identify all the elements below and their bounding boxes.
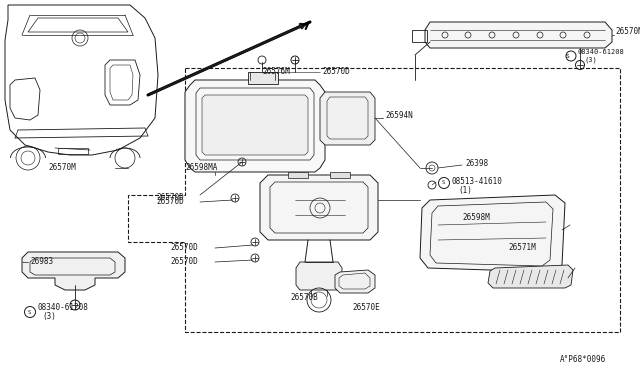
Text: 26576M: 26576M <box>262 67 290 77</box>
Text: 26571M: 26571M <box>508 244 536 253</box>
Text: 26598M: 26598M <box>462 214 490 222</box>
Text: S: S <box>566 54 570 58</box>
Bar <box>58 148 88 154</box>
Text: 26570MA: 26570MA <box>615 26 640 35</box>
Bar <box>412 30 427 42</box>
Text: 26570E: 26570E <box>352 304 380 312</box>
Polygon shape <box>425 22 612 48</box>
Text: (3): (3) <box>42 312 56 321</box>
Text: (3): (3) <box>584 57 596 63</box>
Text: 26570D: 26570D <box>322 67 349 77</box>
Polygon shape <box>335 270 375 293</box>
Text: 26570D: 26570D <box>156 198 184 206</box>
Text: 26598MA: 26598MA <box>185 164 218 173</box>
Text: 26398: 26398 <box>465 158 488 167</box>
Polygon shape <box>185 80 325 172</box>
Polygon shape <box>260 175 378 240</box>
Text: S: S <box>442 180 445 186</box>
Polygon shape <box>22 252 125 290</box>
Text: 26570D: 26570D <box>170 257 198 266</box>
Text: 26594N: 26594N <box>385 110 413 119</box>
Text: 08513-41610: 08513-41610 <box>451 177 502 186</box>
Bar <box>288 172 308 178</box>
Text: 08340-61208: 08340-61208 <box>37 304 88 312</box>
Text: A°P68*0096: A°P68*0096 <box>560 356 606 365</box>
Polygon shape <box>320 92 375 145</box>
Text: (1): (1) <box>458 186 472 196</box>
Text: 26570M: 26570M <box>48 164 76 173</box>
Polygon shape <box>296 262 342 290</box>
Text: 08340-61208: 08340-61208 <box>578 49 625 55</box>
Text: 26570B: 26570B <box>290 294 317 302</box>
Bar <box>248 72 278 84</box>
Text: S: S <box>28 310 31 314</box>
Bar <box>330 172 350 178</box>
Text: 26983: 26983 <box>30 257 53 266</box>
Polygon shape <box>420 195 565 272</box>
Polygon shape <box>488 265 573 288</box>
Text: 26570D: 26570D <box>170 244 198 253</box>
Polygon shape <box>202 95 308 155</box>
Text: 26570D: 26570D <box>156 193 184 202</box>
